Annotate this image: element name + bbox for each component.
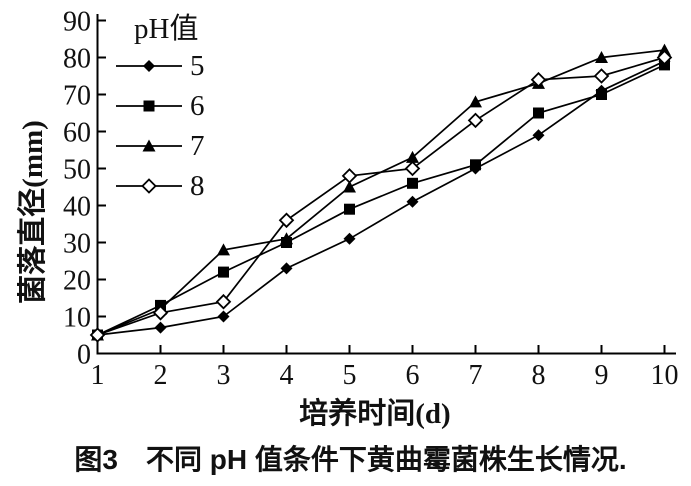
filled-diamond-icon bbox=[116, 60, 182, 72]
legend-title: pH值 bbox=[134, 13, 199, 45]
x-tick-label-2: 2 bbox=[154, 360, 168, 391]
ph6-point-x3 bbox=[218, 266, 229, 278]
ph8-point-x2 bbox=[152, 305, 169, 321]
ph7-point-x10 bbox=[658, 43, 671, 56]
ph7-point-x9 bbox=[595, 51, 608, 63]
ph6-point-x8 bbox=[533, 107, 544, 119]
y-tick-label-70: 70 bbox=[63, 81, 91, 112]
ph5-point-x6 bbox=[406, 195, 419, 208]
series-line-ph8 bbox=[97, 56, 665, 336]
ph5-point-x3 bbox=[217, 310, 230, 323]
x-tick-label-7: 7 bbox=[469, 360, 483, 391]
x-axis-label: 培养时间(d) bbox=[299, 398, 451, 430]
ph7-point-x7 bbox=[469, 95, 482, 108]
x-tick-label-4: 4 bbox=[280, 360, 294, 391]
series-line-ph6 bbox=[97, 64, 665, 336]
y-tick-label-80: 80 bbox=[63, 44, 91, 75]
legend-label-ph7: 7 bbox=[190, 130, 205, 162]
legend-label-ph5: 5 bbox=[190, 50, 205, 82]
legend-item-ph6: 6 bbox=[116, 86, 205, 126]
x-tick-label-10: 10 bbox=[651, 360, 679, 391]
ph8-point-x4 bbox=[278, 212, 295, 229]
ph8-point-x1 bbox=[89, 327, 106, 343]
x-tick-label-6: 6 bbox=[406, 360, 420, 391]
ph6-point-x5 bbox=[344, 203, 355, 215]
legend-item-ph8: 8 bbox=[116, 166, 205, 206]
y-axis-label: 菌落直径(mm) bbox=[17, 120, 49, 304]
y-tick-label-30: 30 bbox=[63, 229, 91, 260]
y-tick-label-60: 60 bbox=[63, 118, 91, 149]
figure-caption: 图3 不同 pH 值条件下黄曲霉菌株生长情况. bbox=[74, 444, 627, 475]
ph8-point-x8 bbox=[530, 71, 547, 88]
ph8-point-x5 bbox=[341, 168, 358, 184]
ph8-point-x6 bbox=[404, 160, 421, 177]
ph5-point-x8 bbox=[532, 129, 545, 142]
open-diamond-icon bbox=[116, 178, 182, 194]
ph6-point-x6 bbox=[407, 177, 418, 189]
ph5-point-x4 bbox=[280, 262, 293, 275]
ph8-point-x10 bbox=[656, 49, 673, 66]
ph6-point-x9 bbox=[596, 89, 607, 100]
ph8-point-x9 bbox=[593, 68, 610, 84]
x-tick-label-1: 1 bbox=[91, 360, 105, 391]
ph8-point-x3 bbox=[215, 293, 232, 310]
x-tick-label-8: 8 bbox=[532, 360, 546, 391]
ph6-point-x7 bbox=[470, 159, 481, 171]
x-tick-label-5: 5 bbox=[343, 360, 357, 391]
x-tick-label-3: 3 bbox=[217, 360, 231, 391]
filled-triangle-icon bbox=[116, 139, 182, 152]
legend: pH值 5 6 7 bbox=[116, 12, 205, 206]
y-tick-label-20: 20 bbox=[63, 266, 91, 297]
ph5-point-x5 bbox=[343, 232, 356, 245]
ph7-point-x3 bbox=[217, 243, 230, 256]
legend-item-ph5: 5 bbox=[116, 46, 205, 86]
ph5-point-x2 bbox=[154, 321, 167, 334]
ph7-point-x5 bbox=[343, 180, 356, 193]
y-tick-label-50: 50 bbox=[63, 155, 91, 186]
ph7-point-x6 bbox=[406, 150, 419, 163]
y-tick-label-90: 90 bbox=[63, 7, 91, 38]
legend-label-ph8: 8 bbox=[190, 170, 205, 202]
y-tick-label-0: 0 bbox=[77, 340, 91, 371]
legend-label-ph6: 6 bbox=[190, 90, 205, 122]
legend-item-ph7: 7 bbox=[116, 126, 205, 166]
filled-square-icon bbox=[116, 100, 182, 112]
series-line-ph5 bbox=[97, 60, 665, 336]
x-tick-label-9: 9 bbox=[595, 360, 609, 391]
y-tick-label-40: 40 bbox=[63, 192, 91, 223]
ph8-point-x7 bbox=[467, 112, 484, 129]
ph7-point-x4 bbox=[280, 232, 293, 245]
y-tick-label-10: 10 bbox=[63, 303, 91, 334]
